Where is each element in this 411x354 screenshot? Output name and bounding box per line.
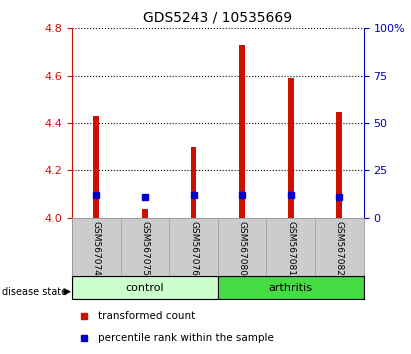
Bar — [142, 210, 148, 218]
Text: GSM567075: GSM567075 — [141, 221, 149, 276]
Bar — [218, 276, 364, 299]
Bar — [337, 112, 342, 218]
Text: GSM567076: GSM567076 — [189, 221, 198, 276]
Text: GSM567074: GSM567074 — [92, 221, 101, 276]
Text: GSM567081: GSM567081 — [286, 221, 295, 276]
Text: transformed count: transformed count — [98, 311, 196, 321]
Bar — [239, 45, 245, 218]
Text: GSM567082: GSM567082 — [335, 221, 344, 276]
Title: GDS5243 / 10535669: GDS5243 / 10535669 — [143, 10, 292, 24]
Bar — [288, 78, 294, 218]
Bar — [72, 276, 218, 299]
Text: GSM567080: GSM567080 — [238, 221, 247, 276]
Text: control: control — [126, 282, 164, 293]
Text: arthritis: arthritis — [269, 282, 313, 293]
Bar — [191, 147, 196, 218]
Text: percentile rank within the sample: percentile rank within the sample — [98, 332, 274, 343]
Bar — [93, 116, 99, 218]
Text: disease state: disease state — [2, 287, 67, 297]
